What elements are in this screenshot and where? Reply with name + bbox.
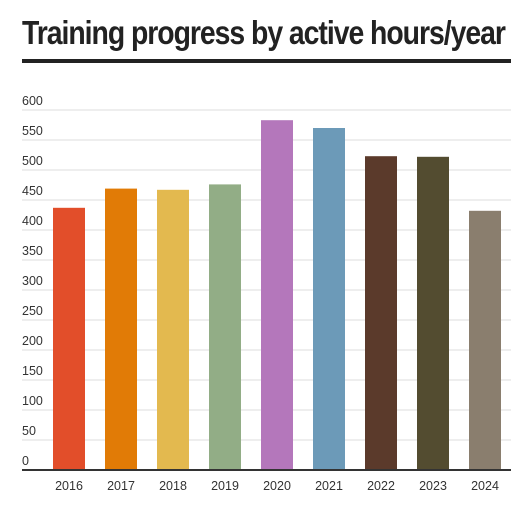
x-tick-label: 2018	[159, 479, 187, 493]
y-tick-label: 300	[22, 274, 43, 288]
chart-title: Training progress by active hours/year	[22, 14, 506, 51]
bar-2020	[261, 120, 293, 470]
y-tick-label: 0	[22, 454, 29, 468]
y-tick-label: 150	[22, 364, 43, 378]
y-tick-label: 100	[22, 394, 43, 408]
bar-2019	[209, 184, 241, 470]
x-tick-label: 2022	[367, 479, 395, 493]
y-tick-label: 350	[22, 244, 43, 258]
bar-2024	[469, 210, 501, 471]
bar-2017	[105, 188, 137, 470]
x-tick-label: 2019	[211, 479, 239, 493]
y-tick-label: 550	[22, 124, 43, 138]
y-tick-label: 500	[22, 154, 43, 168]
x-tick-label: 2017	[107, 479, 135, 493]
x-tick-label: 2021	[315, 479, 343, 493]
bar-2022	[365, 156, 397, 470]
y-tick-label: 600	[22, 94, 43, 108]
title-underline	[22, 59, 511, 63]
y-tick-label: 450	[22, 184, 43, 198]
bar-2021	[313, 128, 345, 470]
x-tick-label: 2023	[419, 479, 447, 493]
x-tick-label: 2020	[263, 479, 291, 493]
bar-2023	[417, 156, 449, 471]
bar-2018	[157, 189, 189, 471]
y-tick-label: 400	[22, 214, 43, 228]
bar-2016	[53, 207, 85, 471]
y-tick-label: 50	[22, 424, 36, 438]
x-tick-label: 2024	[471, 479, 499, 493]
y-tick-label: 250	[22, 304, 43, 318]
y-tick-label: 200	[22, 334, 43, 348]
x-tick-label: 2016	[55, 479, 83, 493]
